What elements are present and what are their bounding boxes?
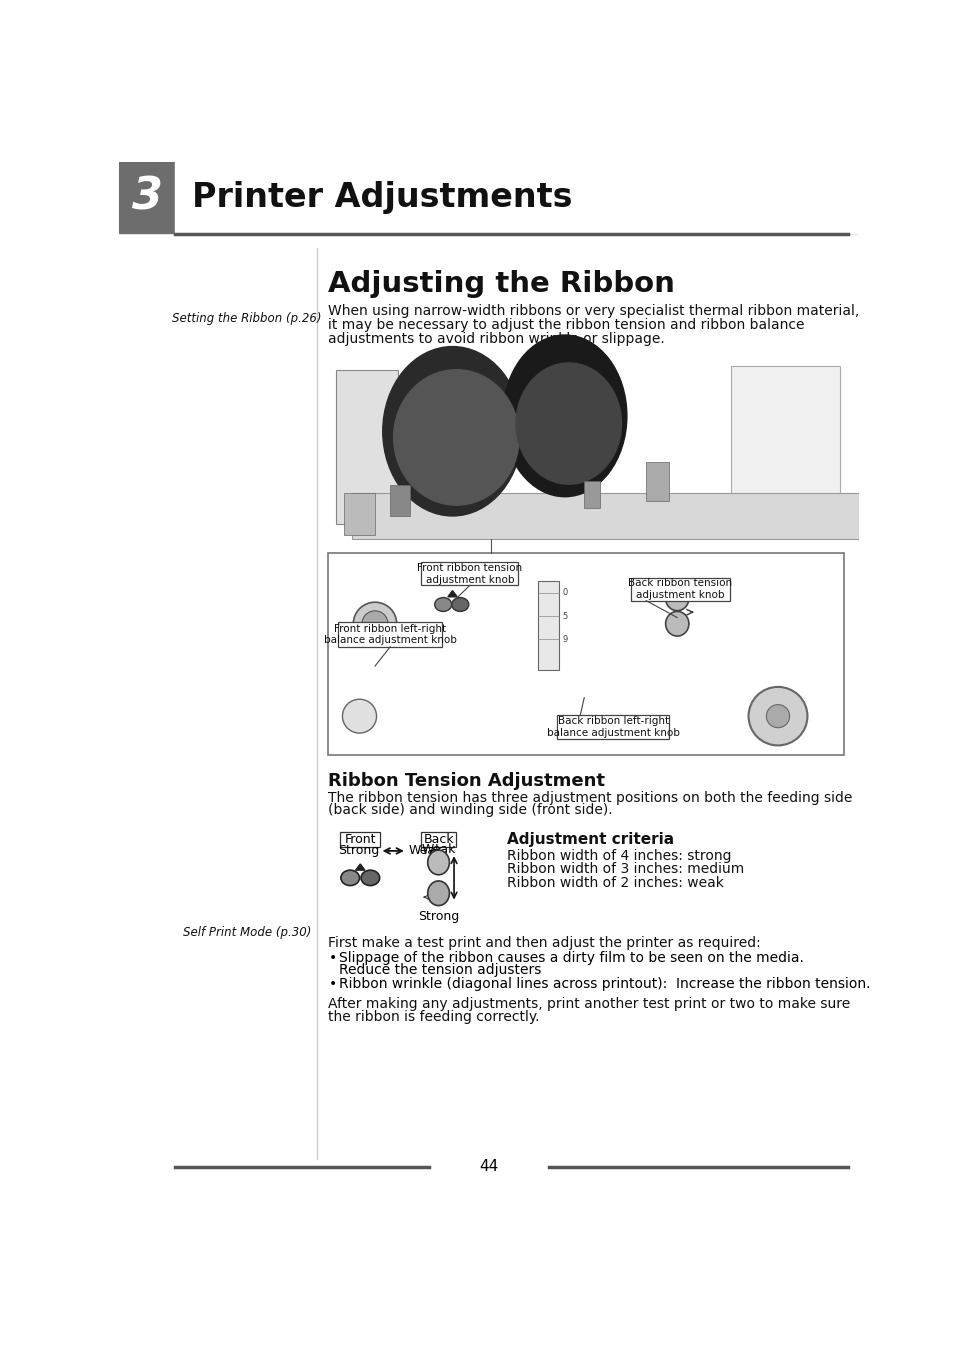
Text: Ribbon width of 4 inches: strong: Ribbon width of 4 inches: strong xyxy=(506,849,731,863)
Text: •: • xyxy=(328,977,336,991)
Bar xyxy=(352,493,893,539)
Bar xyxy=(421,562,517,585)
Text: Slippage of the ribbon causes a dirty film to be seen on the media.: Slippage of the ribbon causes a dirty fi… xyxy=(339,950,803,965)
Text: 5: 5 xyxy=(562,612,567,620)
Bar xyxy=(174,162,858,233)
Bar xyxy=(328,353,843,539)
Bar xyxy=(557,714,669,739)
Ellipse shape xyxy=(360,871,379,886)
Text: •: • xyxy=(328,950,336,965)
Bar xyxy=(390,485,410,516)
Text: Back ribbon left-right
balance adjustment knob: Back ribbon left-right balance adjustmen… xyxy=(546,716,679,737)
Ellipse shape xyxy=(665,612,688,636)
Text: Weak: Weak xyxy=(408,844,442,857)
Text: 9: 9 xyxy=(562,635,567,643)
Circle shape xyxy=(342,700,376,733)
Text: (back side) and winding side (front side).: (back side) and winding side (front side… xyxy=(328,803,613,817)
Text: 3: 3 xyxy=(132,175,162,218)
Bar xyxy=(630,577,729,601)
Ellipse shape xyxy=(340,871,359,886)
Text: the ribbon is feeding correctly.: the ribbon is feeding correctly. xyxy=(328,1010,539,1023)
Circle shape xyxy=(361,611,388,636)
Text: 0: 0 xyxy=(562,589,567,597)
Ellipse shape xyxy=(516,363,620,484)
Text: Adjusting the Ribbon: Adjusting the Ribbon xyxy=(328,270,675,298)
Bar xyxy=(119,162,858,233)
Bar xyxy=(337,623,442,647)
Ellipse shape xyxy=(665,586,688,611)
Text: Printer Adjustments: Printer Adjustments xyxy=(192,181,572,214)
Text: Front ribbon tension
adjustment knob: Front ribbon tension adjustment knob xyxy=(416,563,522,585)
Bar xyxy=(421,832,456,847)
Text: Back ribbon tension
adjustment knob: Back ribbon tension adjustment knob xyxy=(628,578,732,600)
Ellipse shape xyxy=(502,336,626,496)
Text: Strong: Strong xyxy=(417,910,458,923)
Ellipse shape xyxy=(427,882,449,906)
Text: adjustments to avoid ribbon wrinkle or slippage.: adjustments to avoid ribbon wrinkle or s… xyxy=(328,332,664,346)
Text: Adjustment criteria: Adjustment criteria xyxy=(506,832,673,847)
Text: Ribbon width of 3 inches: medium: Ribbon width of 3 inches: medium xyxy=(506,863,743,876)
Text: Ribbon wrinkle (diagonal lines across printout):  Increase the ribbon tension.: Ribbon wrinkle (diagonal lines across pr… xyxy=(339,977,870,991)
Text: When using narrow-width ribbons or very specialist thermal ribbon material,: When using narrow-width ribbons or very … xyxy=(328,305,859,318)
Circle shape xyxy=(765,705,789,728)
Text: The ribbon tension has three adjustment positions on both the feeding side: The ribbon tension has three adjustment … xyxy=(328,791,852,805)
Bar xyxy=(537,581,558,670)
Bar xyxy=(731,365,840,520)
Text: Front: Front xyxy=(344,833,375,845)
Ellipse shape xyxy=(452,597,468,612)
Text: Back: Back xyxy=(423,833,454,845)
Text: Strong: Strong xyxy=(338,844,379,857)
Circle shape xyxy=(748,687,806,745)
Bar xyxy=(340,832,380,847)
Text: Weak: Weak xyxy=(421,842,456,856)
Bar xyxy=(335,369,397,523)
Ellipse shape xyxy=(394,369,518,506)
Bar xyxy=(328,553,843,755)
Text: Front ribbon left-right
balance adjustment knob: Front ribbon left-right balance adjustme… xyxy=(323,624,456,646)
Ellipse shape xyxy=(435,597,452,612)
Text: Ribbon Tension Adjustment: Ribbon Tension Adjustment xyxy=(328,772,605,790)
Bar xyxy=(645,462,669,500)
Text: Ribbon width of 2 inches: weak: Ribbon width of 2 inches: weak xyxy=(506,876,723,890)
Text: After making any adjustments, print another test print or two to make sure: After making any adjustments, print anot… xyxy=(328,998,850,1011)
Bar xyxy=(344,493,375,535)
Ellipse shape xyxy=(382,346,521,516)
Bar xyxy=(583,481,599,508)
Text: Self Print Mode (p.30): Self Print Mode (p.30) xyxy=(183,926,311,940)
Text: Setting the Ribbon (p.26): Setting the Ribbon (p.26) xyxy=(172,311,321,325)
Circle shape xyxy=(353,603,396,646)
Text: 44: 44 xyxy=(478,1159,498,1174)
Text: First make a test print and then adjust the printer as required:: First make a test print and then adjust … xyxy=(328,936,760,949)
Text: Reduce the tension adjusters: Reduce the tension adjusters xyxy=(339,964,541,977)
Ellipse shape xyxy=(427,851,449,875)
Polygon shape xyxy=(447,590,456,597)
Text: it may be necessary to adjust the ribbon tension and ribbon balance: it may be necessary to adjust the ribbon… xyxy=(328,318,804,332)
Polygon shape xyxy=(355,864,365,871)
